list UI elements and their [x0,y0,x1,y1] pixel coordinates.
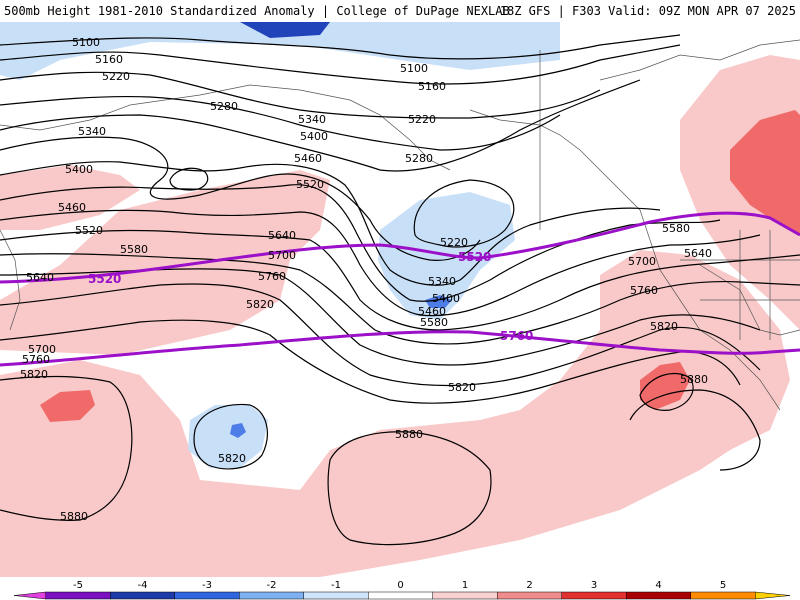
colorbar-tick-label: -3 [202,580,212,591]
contour-label: 5640 [684,247,712,260]
colorbar-swatch [110,591,175,600]
contour-label: 5220 [102,70,130,83]
colorbar-tick-label: 2 [526,580,532,591]
height-contours [0,34,800,546]
colorbar-tick-labels: -5 -4 -3 -2 -1 0 1 2 3 4 5 [73,580,726,591]
contour-labels: 5100 5100 5160 5160 5220 5220 5280 5280 … [20,36,712,523]
contour-label: 5880 [680,373,708,386]
highlight-contours [0,211,800,367]
contour-label: 5100 [400,62,428,75]
colorbar-tick-label: -1 [331,580,341,591]
contour-label: 5100 [72,36,100,49]
coastlines [0,39,800,411]
colorbar-tick-label: 4 [655,580,661,591]
contour-label: 5760 [22,353,50,366]
colorbar-swatches [13,591,791,600]
colorbar-tick-label: -2 [267,580,277,591]
highlight-label-5760: 5760 [500,329,533,343]
colorbar-swatch [497,591,562,600]
anomaly-colorbar: -5 -4 -3 -2 -1 0 1 2 3 4 5 [0,577,800,600]
weather-map: 5100 5100 5160 5160 5220 5220 5280 5280 … [0,22,800,577]
contour-label: 5820 [246,298,274,311]
contour-label: 5460 [58,201,86,214]
contour-label: 5700 [28,343,56,356]
colorbar-swatch [626,591,691,600]
highlight-label-5520: 5520 [458,250,491,264]
contour-label: 5580 [662,222,690,235]
contour-label: 5580 [420,316,448,329]
contour-label: 5220 [440,236,468,249]
contour-label: 5880 [60,510,88,523]
highlight-label-5520: 5520 [88,272,121,286]
colorbar-tick-label: 3 [591,580,597,591]
colorbar-swatch [690,591,756,600]
contour-label: 5880 [395,428,423,441]
contour-label: 5460 [294,152,322,165]
contour-label: 5640 [268,229,296,242]
contour-label: 5760 [258,270,286,283]
map-title: 500mb Height 1981-2010 Standardized Anom… [4,4,510,18]
contour-label: 5400 [65,163,93,176]
contour-label: 5220 [408,113,436,126]
strong-positive-anomaly [40,110,800,422]
contour-label: 5400 [432,292,460,305]
colorbar-swatch [303,591,369,600]
contour-label: 5580 [120,243,148,256]
colorbar-tick-label: 1 [462,580,468,591]
highlight-contour-labels: 5520 5520 5760 [88,250,533,343]
colorbar-swatch [561,591,627,600]
colorbar-tick-label: -5 [73,580,83,591]
contour-label: 5400 [300,130,328,143]
colorbar-tick-label: 0 [397,580,403,591]
contour-label: 5520 [296,178,324,191]
model-run-info: 18Z GFS | F303 Valid: 09Z MON APR 07 202… [499,4,796,18]
contour-label: 5820 [20,368,48,381]
contour-label: 5760 [630,284,658,297]
colorbar-swatch [432,591,498,600]
contour-label: 5340 [428,275,456,288]
contour-label: 5520 [75,224,103,237]
colorbar-swatch [239,591,304,600]
contour-label: 5640 [26,271,54,284]
colorbar-swatch [174,591,240,600]
contour-label: 5820 [218,452,246,465]
contour-label: 5700 [628,255,656,268]
contour-label: 5820 [448,381,476,394]
colorbar-tick-label: -4 [138,580,148,591]
colorbar-swatch [45,591,111,600]
contour-label: 5700 [268,249,296,262]
contour-label: 5820 [650,320,678,333]
colorbar-swatch [368,591,433,600]
contour-label: 5340 [78,125,106,138]
colorbar-tick-label: 5 [720,580,726,591]
contour-label: 5160 [95,53,123,66]
contour-label: 5160 [418,80,446,93]
contour-label: 5280 [210,100,238,113]
colorbar-swatch [755,591,791,600]
map-header: 500mb Height 1981-2010 Standardized Anom… [0,0,800,22]
contour-label: 5280 [405,152,433,165]
contour-label: 5460 [418,305,446,318]
contour-label: 5340 [298,113,326,126]
